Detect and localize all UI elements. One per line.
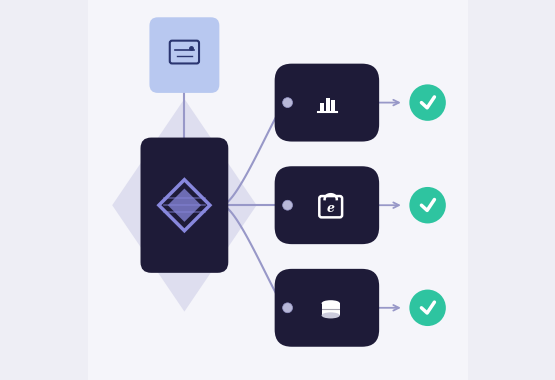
Bar — [331, 100, 335, 111]
FancyBboxPatch shape — [77, 0, 478, 380]
Circle shape — [282, 200, 292, 210]
Circle shape — [410, 290, 446, 326]
Circle shape — [282, 303, 292, 313]
Circle shape — [410, 84, 446, 121]
FancyBboxPatch shape — [275, 269, 379, 347]
Ellipse shape — [321, 300, 340, 306]
Polygon shape — [112, 99, 256, 312]
FancyBboxPatch shape — [149, 17, 219, 93]
FancyBboxPatch shape — [275, 166, 379, 244]
FancyBboxPatch shape — [140, 138, 228, 273]
Circle shape — [410, 187, 446, 223]
Text: e: e — [327, 201, 335, 215]
Bar — [326, 98, 330, 111]
Ellipse shape — [321, 312, 340, 318]
FancyBboxPatch shape — [275, 63, 379, 142]
Bar — [320, 103, 324, 111]
Circle shape — [282, 98, 292, 108]
Bar — [321, 303, 340, 315]
Polygon shape — [168, 188, 201, 222]
